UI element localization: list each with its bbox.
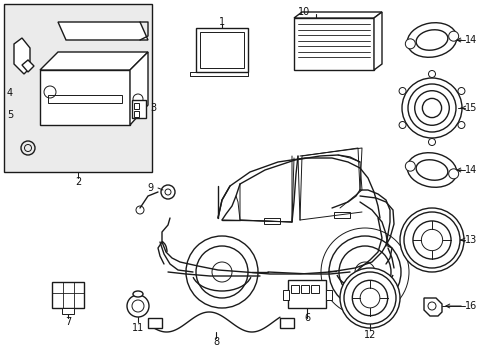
Bar [280, 318, 293, 328]
Circle shape [399, 208, 463, 272]
Text: 14: 14 [464, 165, 476, 175]
Bar [287, 280, 325, 308]
Bar [333, 212, 349, 218]
Circle shape [339, 268, 399, 328]
Bar [48, 95, 122, 103]
Bar [325, 290, 331, 300]
Bar [132, 100, 146, 118]
Circle shape [457, 87, 464, 94]
Text: 1: 1 [219, 17, 224, 27]
Circle shape [405, 161, 414, 171]
Text: 3: 3 [150, 103, 156, 113]
Text: 16: 16 [464, 301, 476, 311]
Circle shape [401, 78, 461, 138]
Text: 10: 10 [297, 7, 309, 17]
Bar [301, 285, 308, 293]
Bar [290, 285, 298, 293]
Text: 13: 13 [464, 235, 476, 245]
Bar [134, 103, 139, 109]
Bar [200, 32, 244, 68]
Bar [62, 308, 74, 314]
Bar [40, 70, 130, 125]
Polygon shape [40, 52, 148, 70]
Bar [148, 318, 162, 328]
Circle shape [405, 39, 414, 49]
Ellipse shape [407, 23, 456, 57]
Circle shape [457, 122, 464, 129]
Bar [293, 18, 373, 70]
Text: 8: 8 [212, 337, 219, 347]
Ellipse shape [133, 291, 142, 297]
Polygon shape [373, 12, 381, 70]
Text: 11: 11 [132, 323, 144, 333]
Polygon shape [22, 60, 34, 72]
Text: 2: 2 [75, 177, 81, 187]
Text: 14: 14 [464, 35, 476, 45]
Text: 15: 15 [464, 103, 476, 113]
Circle shape [448, 169, 458, 179]
Bar [264, 218, 280, 224]
Polygon shape [293, 12, 381, 18]
Bar [310, 285, 318, 293]
Text: 7: 7 [65, 317, 71, 327]
Text: 4: 4 [7, 88, 13, 98]
Polygon shape [423, 298, 441, 316]
Circle shape [448, 31, 458, 41]
Text: 9: 9 [147, 183, 154, 193]
Bar [4, 4, 152, 172]
Circle shape [427, 139, 435, 145]
Circle shape [398, 87, 405, 94]
Bar [52, 282, 84, 308]
Text: 5: 5 [7, 110, 13, 120]
Text: 12: 12 [363, 330, 375, 340]
Bar [283, 290, 288, 300]
Bar [196, 28, 247, 72]
Polygon shape [14, 38, 30, 74]
Circle shape [427, 71, 435, 77]
Polygon shape [130, 52, 148, 125]
Polygon shape [58, 22, 148, 40]
Ellipse shape [407, 153, 456, 187]
Circle shape [398, 122, 405, 129]
Bar [134, 111, 139, 117]
Text: 6: 6 [304, 313, 309, 323]
